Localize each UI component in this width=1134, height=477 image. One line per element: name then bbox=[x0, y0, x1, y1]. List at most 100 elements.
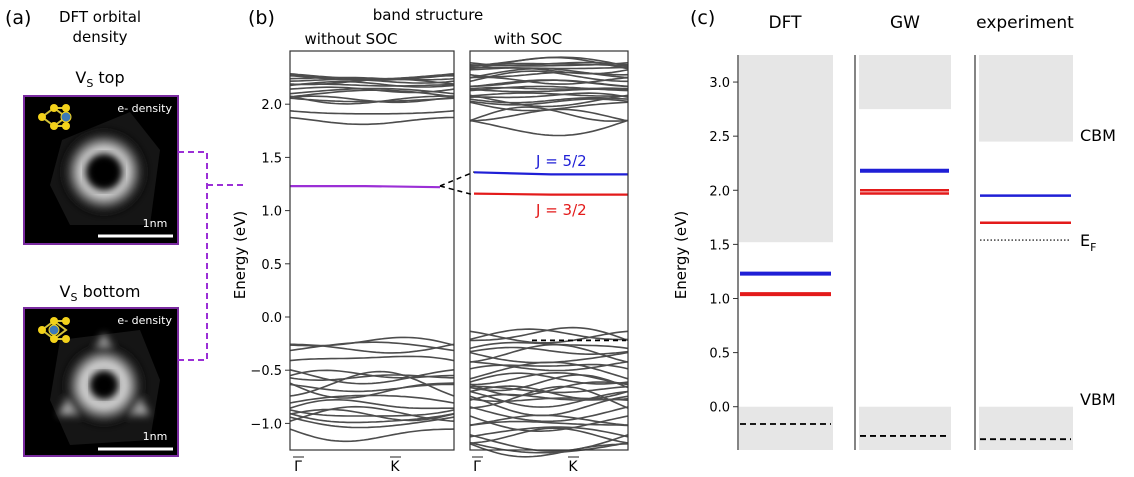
band-line bbox=[289, 374, 454, 381]
vbm-label: VBM bbox=[1080, 390, 1116, 409]
band-line bbox=[469, 108, 629, 122]
band-line bbox=[289, 97, 455, 103]
k-k-right: K bbox=[568, 459, 578, 475]
y-tick-label: 0.0 bbox=[261, 311, 282, 326]
band-line bbox=[469, 385, 629, 409]
y-tick-label: 1.5 bbox=[709, 238, 730, 253]
lattice-icon bbox=[38, 317, 70, 343]
scale-label-top: 1nm bbox=[143, 217, 168, 230]
band-line bbox=[469, 98, 629, 106]
defect-level-j32 bbox=[473, 192, 628, 196]
panel-b-ylabel: Energy (eV) bbox=[231, 211, 249, 299]
band-line bbox=[289, 110, 455, 115]
panel-b-label: (b) bbox=[248, 7, 275, 29]
column-experiment: experiment bbox=[974, 13, 1074, 450]
vs-top-image: e- density 1nm bbox=[23, 95, 179, 245]
band-line bbox=[289, 405, 455, 422]
y-tick-label: 2.5 bbox=[709, 130, 730, 145]
band-line bbox=[469, 361, 629, 380]
vs-top-title: VS top bbox=[75, 68, 124, 90]
band-line bbox=[469, 330, 629, 344]
column-title: GW bbox=[890, 13, 920, 33]
band-line bbox=[469, 420, 629, 427]
band-line bbox=[469, 381, 629, 397]
panel-a-title-line2: density bbox=[73, 28, 128, 46]
band-line bbox=[289, 86, 455, 94]
band-line bbox=[469, 70, 628, 83]
panel-c-columns: DFT GW experiment bbox=[737, 13, 1074, 450]
defect-level-j52 bbox=[473, 171, 628, 176]
panel-a-label: (a) bbox=[5, 7, 31, 29]
band-line bbox=[469, 360, 629, 372]
band-line bbox=[469, 441, 629, 454]
band-line bbox=[469, 427, 629, 444]
y-tick-label: 0.5 bbox=[261, 258, 282, 273]
k-gamma-left: Γ bbox=[294, 459, 302, 475]
conduction-band-region bbox=[739, 55, 833, 243]
panel-b: (b) band structure without SOC with SOC … bbox=[231, 6, 629, 475]
valence-band-region bbox=[859, 406, 951, 450]
band-line bbox=[469, 328, 629, 341]
band-line bbox=[469, 92, 629, 97]
y-tick-label: 1.0 bbox=[261, 205, 282, 220]
density-label-top: e- density bbox=[117, 102, 172, 115]
band-line bbox=[469, 374, 629, 392]
band-line bbox=[289, 336, 455, 347]
band-line bbox=[469, 385, 629, 394]
band-line bbox=[469, 426, 629, 438]
vs-bottom-title: VS bottom bbox=[60, 282, 141, 304]
y-tick-label: 2.0 bbox=[261, 98, 282, 113]
band-line bbox=[469, 406, 629, 423]
band-line bbox=[289, 409, 455, 417]
band-line bbox=[289, 369, 455, 385]
fermi-label: EF bbox=[1080, 231, 1096, 254]
column-dft: DFT bbox=[737, 13, 833, 450]
y-tick-label: 1.5 bbox=[261, 151, 282, 166]
panel-c: (c) Energy (eV) 0.0 0.5 1.0 1.5 2.0 2.5 3.0 DF… bbox=[672, 7, 1116, 450]
band-line bbox=[469, 371, 629, 386]
panel-c-y-ticks: 0.0 0.5 1.0 1.5 2.0 2.5 3.0 bbox=[709, 76, 738, 416]
band-line bbox=[289, 87, 455, 95]
j32-label: J = 3/2 bbox=[535, 201, 587, 219]
band-line bbox=[469, 372, 629, 385]
band-line bbox=[289, 83, 455, 87]
with-soc-title: with SOC bbox=[494, 30, 562, 48]
y-tick-label: 2.0 bbox=[709, 184, 730, 199]
band-line bbox=[289, 382, 455, 399]
panel-a-title-line1: DFT orbital bbox=[59, 8, 141, 26]
band-line bbox=[469, 343, 629, 363]
conduction-band-region bbox=[979, 55, 1073, 142]
band-line bbox=[469, 397, 629, 403]
without-soc-title: without SOC bbox=[305, 30, 398, 48]
panel-b-y-ticks: −1.0 −0.5 0.0 0.5 1.0 1.5 2.0 bbox=[250, 98, 290, 432]
panel-b-title: band structure bbox=[373, 6, 484, 24]
k-labels: Γ K Γ K bbox=[293, 456, 579, 475]
y-tick-label: 0.0 bbox=[709, 401, 730, 416]
panel-c-label: (c) bbox=[690, 7, 715, 29]
bands-with-soc bbox=[469, 56, 629, 458]
column-gw: GW bbox=[854, 13, 951, 450]
density-label-bottom: e- density bbox=[117, 314, 172, 327]
band-line bbox=[289, 80, 455, 88]
conduction-band-region bbox=[859, 55, 951, 110]
column-title: experiment bbox=[976, 13, 1074, 33]
valence-band-region bbox=[979, 406, 1073, 450]
y-tick-label: −1.0 bbox=[250, 417, 282, 432]
band-line bbox=[289, 399, 454, 410]
bands-without-soc bbox=[289, 73, 455, 443]
band-line bbox=[289, 355, 455, 362]
panel-c-ylabel: Energy (eV) bbox=[672, 211, 690, 299]
band-line bbox=[289, 75, 454, 81]
j52-label: J = 5/2 bbox=[535, 152, 587, 170]
y-tick-label: 3.0 bbox=[709, 76, 730, 91]
band-line bbox=[469, 395, 629, 417]
band-line bbox=[289, 341, 455, 352]
soc-splitting-connectors bbox=[439, 171, 475, 196]
connector-lines bbox=[178, 151, 245, 361]
cbm-label: CBM bbox=[1080, 126, 1116, 145]
k-gamma-right: Γ bbox=[473, 459, 481, 475]
band-line bbox=[469, 434, 629, 453]
band-line bbox=[469, 346, 629, 355]
band-line bbox=[469, 363, 629, 370]
